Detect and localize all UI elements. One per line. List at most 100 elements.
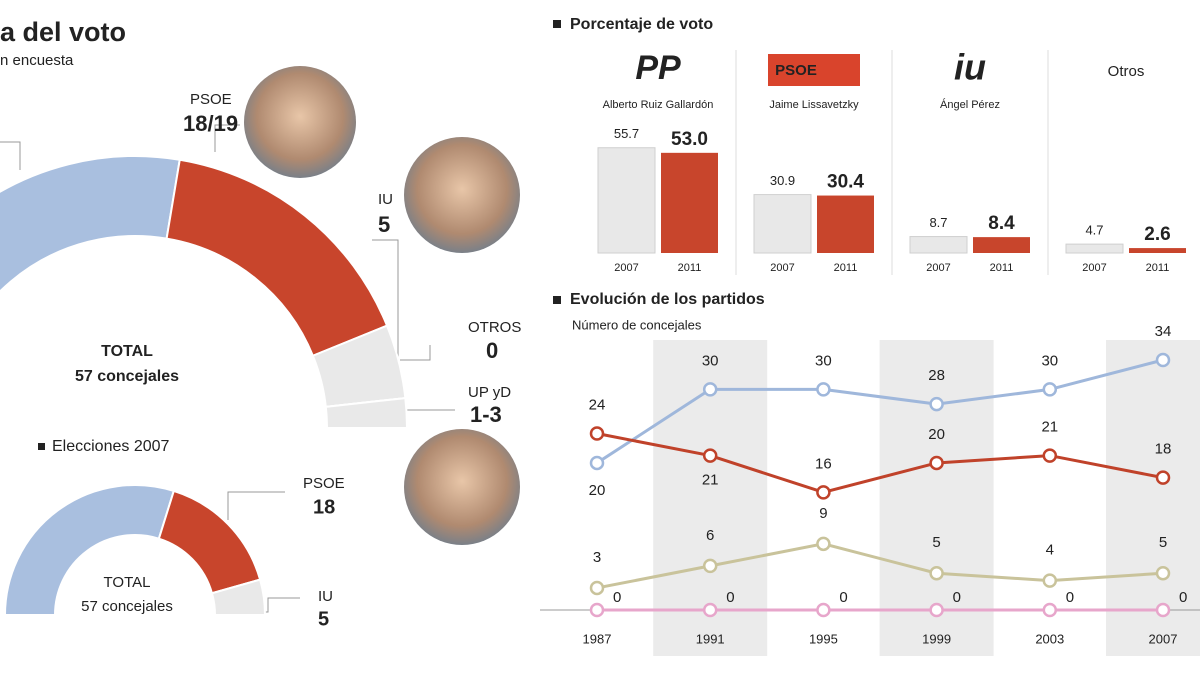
value-label: 0	[839, 589, 847, 606]
point	[589, 455, 605, 471]
point	[702, 382, 718, 397]
party-logo: PSOE	[775, 62, 817, 79]
value-label: 20	[928, 426, 945, 443]
value-label: 4	[1046, 542, 1054, 559]
candidate: Jaime Lissavetzky	[769, 99, 859, 111]
chart-title: Evolución de los partidos	[570, 291, 765, 308]
chart-title: Elecciones 2007	[52, 438, 170, 455]
seat-segment	[157, 489, 262, 595]
point	[589, 602, 605, 618]
value-label: 24	[589, 396, 606, 413]
chart-title: Porcentaje de voto	[570, 16, 713, 33]
bar	[597, 147, 656, 254]
value-label: 30	[815, 352, 832, 369]
value-label: 21	[702, 472, 719, 489]
x-tick-label: 1995	[809, 631, 838, 646]
bar	[753, 194, 812, 254]
year-label: 2007	[926, 262, 950, 274]
seat-label: 5	[318, 608, 329, 630]
point	[929, 396, 944, 412]
point	[1155, 602, 1171, 618]
value-label: 3	[593, 549, 601, 566]
year-label: 2011	[990, 262, 1014, 274]
bar	[973, 237, 1030, 253]
chart-subtitle: Número de concejales	[572, 317, 702, 332]
photo	[404, 137, 520, 253]
bar	[817, 195, 874, 253]
point	[816, 485, 831, 500]
value-label: 4.7	[1085, 223, 1103, 238]
party-logo: PP	[635, 49, 681, 87]
year-label: 2007	[770, 262, 794, 274]
seat-segment	[0, 155, 181, 293]
point	[816, 536, 831, 552]
party-label: PSOE	[303, 475, 345, 492]
photo	[244, 66, 356, 178]
value-label: 55.7	[614, 126, 639, 141]
point	[929, 455, 944, 471]
point	[929, 565, 944, 581]
point	[1042, 602, 1058, 618]
value-label: 30	[1041, 352, 1058, 369]
value-label: 34	[1155, 323, 1172, 340]
bullet	[553, 20, 561, 28]
party-label: UP yD	[468, 384, 511, 401]
x-tick-label: 1991	[696, 631, 725, 646]
year-label: 2011	[678, 262, 702, 274]
point	[702, 558, 718, 574]
series-line	[596, 542, 1164, 590]
total-text: 57 concejales	[81, 598, 173, 615]
value-label: 0	[726, 589, 734, 606]
bar	[909, 236, 968, 254]
seat-segment	[3, 484, 176, 616]
chart-title: a del voto	[0, 17, 126, 47]
value-label: 5	[1159, 534, 1167, 551]
series-line	[596, 432, 1164, 494]
bar	[1129, 248, 1186, 253]
value-label: 20	[589, 482, 606, 499]
band	[1106, 340, 1200, 656]
point	[1042, 573, 1058, 588]
point	[1155, 470, 1171, 485]
seat-label: 1-3	[470, 402, 502, 427]
chart-subtitle: n encuesta	[0, 52, 74, 69]
value-label: 5	[932, 534, 940, 551]
value-label: 28	[928, 367, 945, 384]
year-label: 2007	[1082, 262, 1106, 274]
point	[816, 382, 831, 397]
point	[1155, 352, 1171, 368]
point	[1042, 382, 1058, 397]
point	[702, 448, 718, 463]
value-label: 21	[1041, 419, 1058, 436]
value-label: 0	[1066, 589, 1074, 606]
value-label: 30.9	[770, 173, 795, 188]
value-label: 8.7	[929, 215, 947, 230]
party-label: PSOE	[190, 91, 232, 108]
value-label: 2.6	[1144, 224, 1170, 245]
year-label: 2007	[614, 262, 638, 274]
seat-label: 5	[378, 212, 390, 237]
point	[589, 426, 605, 441]
value-label: 30.4	[827, 172, 864, 193]
value-label: 18	[1155, 441, 1172, 458]
bullet	[553, 296, 561, 304]
seat-segment	[165, 158, 389, 358]
candidate: Alberto Ruiz Gallardón	[603, 99, 714, 111]
point	[702, 602, 718, 618]
point	[816, 602, 831, 618]
value-label: 0	[1179, 589, 1187, 606]
x-tick-label: 1987	[583, 631, 612, 646]
value-label: 9	[819, 505, 827, 522]
point	[1155, 565, 1171, 581]
bar	[661, 152, 718, 253]
party-label: IU	[318, 588, 333, 605]
value-label: 6	[706, 527, 714, 544]
x-tick-label: 2003	[1035, 631, 1064, 646]
party-logo: iu	[954, 47, 986, 88]
seat-label: 18	[313, 496, 335, 518]
total-label: TOTAL	[101, 343, 153, 360]
seat-segment	[324, 396, 409, 429]
bullet	[38, 443, 45, 450]
value-label: 0	[953, 589, 961, 606]
